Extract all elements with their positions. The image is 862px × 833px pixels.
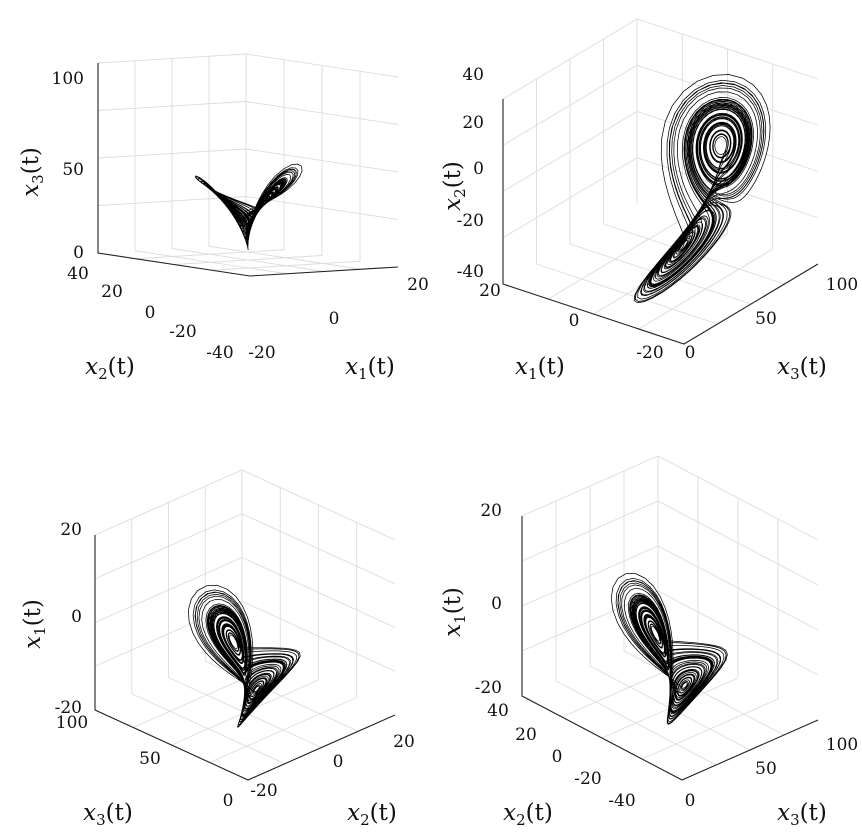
- left-axis-label: x2(t): [503, 800, 553, 829]
- chart-panel-top-left: 0 50 100 40 20 0 -20 -40 -20 0 20 x3(t) x2(t) x1(t): [18, 53, 429, 383]
- right-axis-tick-label: -20: [248, 343, 275, 363]
- left-axis-tick-label: 0: [145, 303, 156, 323]
- z-tick-label: 40: [462, 65, 484, 85]
- right-axis-label: x2(t): [347, 800, 397, 829]
- left-axis-tick-label: -40: [206, 343, 233, 363]
- z-tick-label: 0: [473, 159, 484, 179]
- right-axis-tick-label: -20: [250, 781, 277, 801]
- trajectory-line: [194, 163, 303, 251]
- z-tick-label: 20: [480, 501, 502, 521]
- z-tick-label: 0: [71, 607, 82, 627]
- tick-labels: -40 -20 0 20 40 20 0 -20 0 50 100: [457, 65, 859, 363]
- left-axis-tick-label: 20: [101, 282, 123, 302]
- chart-panel-bottom-right: -20 0 20 40 20 0 -20 -40 0 50 100 x1(t) x2(t) x3(t): [440, 455, 859, 829]
- left-axis-tick-label: 20: [479, 281, 501, 301]
- axes-box: [94, 535, 396, 781]
- right-axis-label: x1(t): [345, 354, 395, 383]
- z-tick-label: 20: [462, 113, 484, 133]
- z-tick-label: -20: [457, 211, 484, 231]
- left-axis-tick-label: 0: [569, 311, 580, 331]
- right-axis-tick-label: 100: [826, 735, 858, 755]
- z-tick-label: 100: [52, 69, 84, 89]
- right-axis-tick-label: 0: [333, 752, 344, 772]
- trajectory-line: [633, 74, 771, 304]
- z-tick-label: 20: [60, 520, 82, 540]
- z-tick-label: 0: [491, 594, 502, 614]
- axes-box: [97, 63, 399, 277]
- z-tick-label: -40: [457, 262, 484, 282]
- left-axis-tick-label: -40: [608, 791, 635, 811]
- z-tick-label: 50: [62, 160, 84, 180]
- left-axis-tick-label: 50: [139, 749, 161, 769]
- trajectory-line: [188, 584, 301, 728]
- left-axis-tick-label: 20: [515, 725, 537, 745]
- z-axis-label: x1(t): [440, 587, 469, 637]
- chart-panel-top-right: -40 -20 0 20 40 20 0 -20 0 50 100 x2(t) x1(t) x3(t): [440, 18, 859, 383]
- right-axis-tick-label: 100: [826, 275, 858, 295]
- z-tick-label: 0: [73, 243, 84, 263]
- left-axis-label: x1(t): [515, 354, 565, 383]
- left-axis-label: x3(t): [83, 800, 133, 829]
- left-axis-tick-label: -20: [169, 322, 196, 342]
- left-axis-tick-label: 0: [552, 747, 563, 767]
- tick-labels: -20 0 20 40 20 0 -20 -40 0 50 100: [475, 501, 859, 811]
- z-axis-label: x2(t): [440, 161, 469, 211]
- z-tick-label: -20: [55, 698, 82, 718]
- left-axis-tick-label: 40: [487, 701, 509, 721]
- right-axis-label: x3(t): [777, 800, 827, 829]
- right-axis-label: x3(t): [777, 354, 827, 383]
- tick-labels: 0 50 100 40 20 0 -20 -40 -20 0 20: [52, 69, 429, 363]
- trajectory-line: [610, 573, 728, 725]
- right-axis-tick-label: 0: [685, 343, 696, 363]
- right-axis-tick-label: 20: [407, 275, 429, 295]
- left-axis-tick-label: 40: [67, 264, 89, 284]
- left-axis-label: x2(t): [85, 354, 135, 383]
- chart-panel-bottom-left: -20 0 20 100 50 0 -20 0 20 x1(t) x3(t) x2(t): [20, 469, 415, 829]
- grid-lines: [94, 469, 396, 765]
- grid-lines: [97, 53, 399, 275]
- left-axis-tick-label: -20: [636, 343, 663, 363]
- right-axis-tick-label: 20: [393, 732, 415, 752]
- axes-box: [521, 516, 819, 781]
- tick-labels: -20 0 20 100 50 0 -20 0 20: [55, 520, 415, 811]
- z-axis-label: x1(t): [20, 599, 49, 649]
- right-axis-tick-label: 50: [755, 309, 777, 329]
- right-axis-tick-label: 50: [755, 759, 777, 779]
- left-axis-tick-label: -20: [574, 769, 601, 789]
- left-axis-tick-label: 0: [223, 791, 234, 811]
- right-axis-tick-label: 0: [329, 309, 340, 329]
- left-axis-tick-label: 100: [56, 713, 88, 733]
- right-axis-tick-label: 0: [685, 791, 696, 811]
- axes-box: [502, 99, 819, 345]
- z-axis-label: x3(t): [18, 147, 47, 197]
- z-tick-label: -20: [475, 678, 502, 698]
